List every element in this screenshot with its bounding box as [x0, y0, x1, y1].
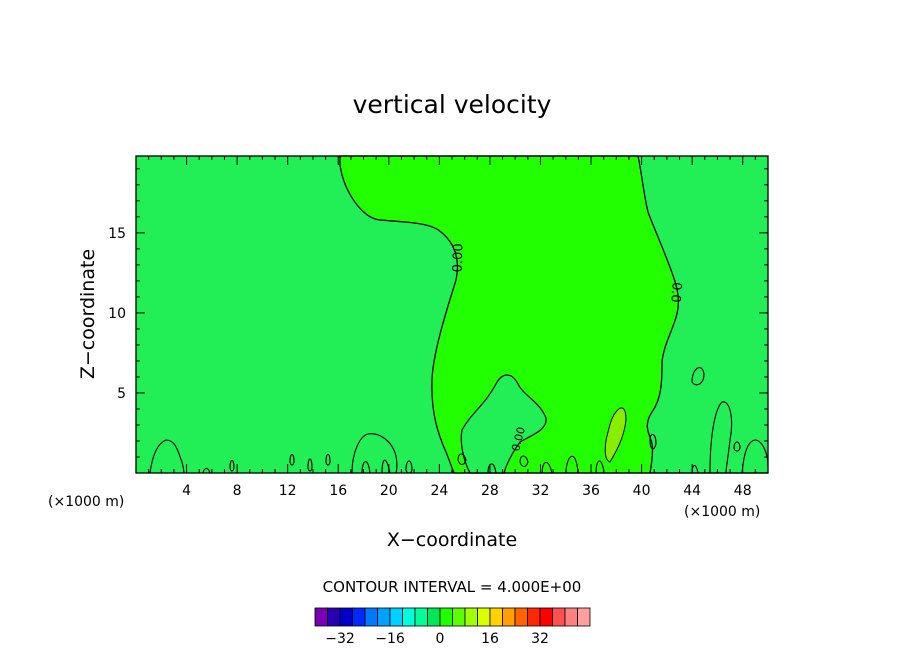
x-tick-label: 24 — [430, 483, 448, 499]
x-tick-label: 40 — [633, 483, 651, 499]
colorbar-swatch — [514, 607, 528, 627]
colorbar-tick-label: 16 — [481, 631, 499, 647]
contour-labels: 0.00 0.00 0.0 — [451, 243, 684, 452]
contour-label: 0.00 — [451, 243, 467, 272]
colorbar-swatch — [539, 607, 553, 627]
x-tick-label: 44 — [683, 483, 701, 499]
colorbar-swatch — [577, 607, 591, 627]
chart-title: vertical velocity — [353, 90, 552, 119]
colorbar-swatch — [389, 607, 403, 627]
colorbar-swatch — [427, 607, 441, 627]
colorbar-tick-label: −32 — [325, 631, 355, 647]
colorbar-tick-label: 0 — [436, 631, 445, 647]
colorbar: −32 −16 0 16 32 — [314, 607, 591, 647]
colorbar-swatch — [527, 607, 541, 627]
x-tick-label: 8 — [233, 483, 242, 499]
colorbar-swatch — [489, 607, 503, 627]
x-tick-label: 12 — [279, 483, 297, 499]
plot-area: 0.00 0.00 0.0 4 8 12 16 20 24 28 32 36 40 44 485101… — [108, 155, 769, 499]
colorbar-swatch — [439, 607, 453, 627]
contour-label: 0.00 — [509, 426, 528, 453]
colorbar-swatch — [339, 607, 353, 627]
colorbar-swatch — [564, 607, 578, 627]
x-tick-label: 20 — [380, 483, 398, 499]
updraft-core — [604, 407, 627, 463]
y-tick-label: 5 — [117, 386, 126, 402]
colorbar-swatch — [364, 607, 378, 627]
x-tick-label: 28 — [481, 483, 499, 499]
negative-pocket — [460, 374, 547, 474]
colorbar-swatch — [477, 607, 491, 627]
colorbar-swatch — [502, 607, 516, 627]
colorbar-swatch — [327, 607, 341, 627]
colorbar-tick-label: −16 — [375, 631, 405, 647]
x-unit-right: (×1000 m) — [684, 504, 760, 520]
x-tick-label: 16 — [329, 483, 347, 499]
x-unit-left: (×1000 m) — [48, 494, 124, 510]
contour-label: 0.0 — [667, 281, 684, 303]
colorbar-swatch — [464, 607, 478, 627]
colorbar-swatch — [452, 607, 466, 627]
y-tick-label: 15 — [108, 226, 126, 242]
x-tick-label: 32 — [532, 483, 550, 499]
x-axis-label: X−coordinate — [387, 529, 517, 551]
colorbar-swatch — [352, 607, 366, 627]
colorbar-swatch — [377, 607, 391, 627]
x-tick-label: 36 — [582, 483, 600, 499]
colorbar-swatch — [414, 607, 428, 627]
colorbar-swatch — [402, 607, 416, 627]
x-tick-label: 4 — [182, 483, 191, 499]
colorbar-tick-label: 32 — [531, 631, 549, 647]
colorbar-swatch — [314, 607, 328, 627]
colorbar-swatch — [552, 607, 566, 627]
y-axis-label: Z−coordinate — [77, 249, 99, 379]
contour-interval: CONTOUR INTERVAL = 4.000E+00 — [323, 578, 582, 596]
y-tick-label: 10 — [108, 306, 126, 322]
x-tick-label: 48 — [734, 483, 752, 499]
